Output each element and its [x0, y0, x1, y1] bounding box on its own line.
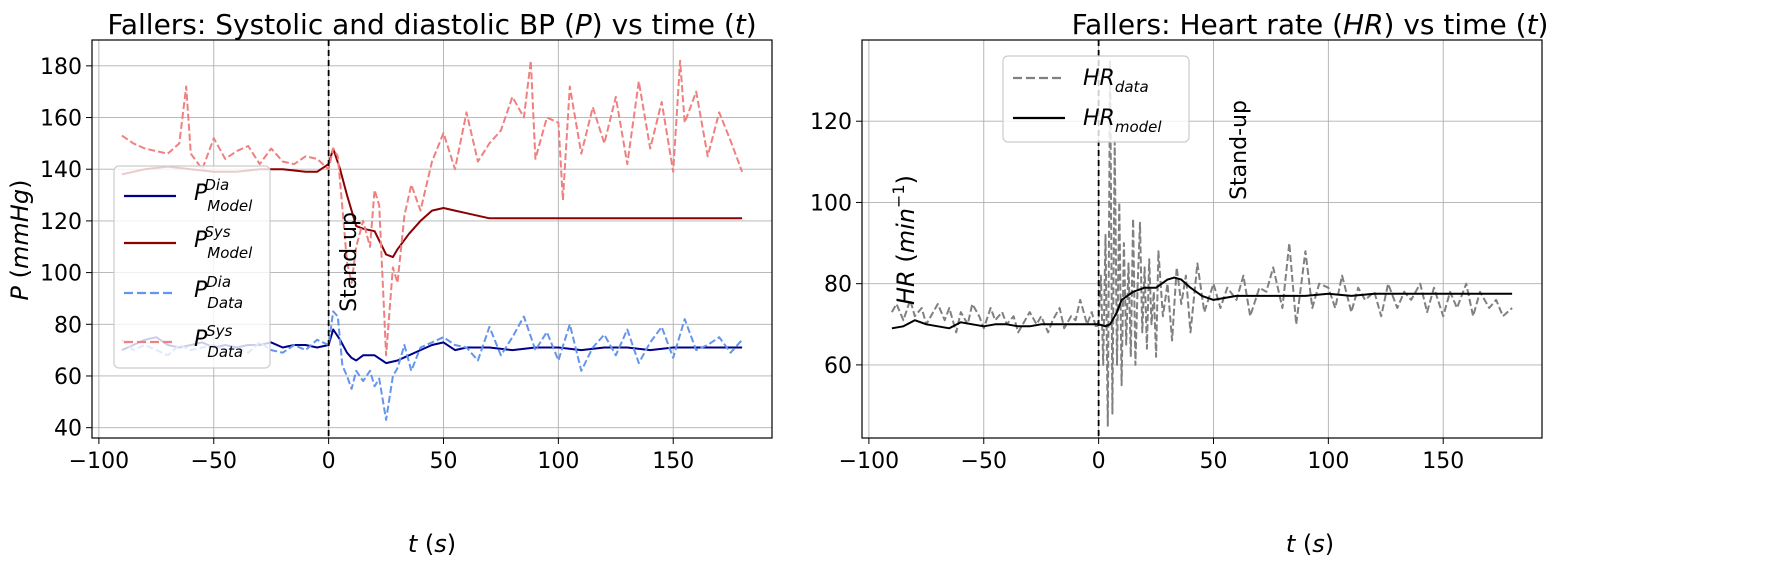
x-tick-label: 100 [1307, 449, 1349, 474]
y-tick-label: 100 [40, 262, 82, 287]
plot-lines [891, 40, 1513, 438]
stand-up-annotation: Stand-up [1227, 100, 1252, 200]
y-tick-label: 40 [54, 417, 82, 442]
legend-label-pmodel-dia: PModelDia [194, 176, 253, 215]
y-tick-label: 100 [810, 191, 852, 216]
y-tick-label: 180 [40, 55, 82, 80]
x-axis-label: t (s) [408, 530, 456, 558]
x-tick-label: 150 [652, 449, 694, 474]
bp-chart-panel: Fallers: Systolic and diastolic BP (P) v… [6, 8, 773, 558]
x-tick-label: 50 [429, 449, 457, 474]
y-tick-label: 60 [54, 365, 82, 390]
y-tick-label: 120 [810, 110, 852, 135]
y-axis-label: HR (min−1) [889, 175, 920, 305]
stand-up-annotation: Stand-up [337, 212, 362, 312]
y-tick-label: 60 [824, 354, 852, 379]
chart-title: Fallers: Systolic and diastolic BP (P) v… [107, 8, 756, 41]
y-tick-label: 80 [824, 273, 852, 298]
legend: PModelDia PModelSys PDataDia PDataSys [113, 165, 271, 369]
x-axis-label: t (s) [1286, 530, 1334, 558]
grid [862, 40, 1542, 438]
y-tick-label: 160 [40, 107, 82, 132]
y-axis-label: P (mmHg) [6, 180, 34, 301]
series-line-p-data-sys [121, 59, 744, 357]
axis-ticks: −100 −50 0 50 100 150 40 60 80 100 120 140 160 180 [40, 55, 694, 474]
legend: HRdata HRmodel [1002, 55, 1190, 143]
series-line-hr-model [891, 276, 1513, 330]
legend-label-pmodel-sys: PModelSys [194, 223, 253, 262]
legend-label-hr-data: HRdata [1083, 66, 1149, 96]
legend-box [1002, 55, 1190, 143]
x-tick-label: −50 [191, 449, 237, 474]
legend-label-pdata-dia: PDataDia [194, 273, 243, 312]
legend-box [113, 165, 271, 369]
y-tick-label: 140 [40, 158, 82, 183]
x-tick-label: −50 [961, 449, 1007, 474]
x-tick-label: −100 [839, 449, 899, 474]
x-tick-label: 150 [1422, 449, 1464, 474]
plot-frame [91, 39, 773, 439]
chart-title: Fallers: Heart rate (HR) vs time (t) [1072, 8, 1549, 41]
x-tick-label: −100 [69, 449, 129, 474]
axis-ticks: −100 −50 0 50 100 150 60 80 100 120 [810, 110, 1464, 474]
y-tick-label: 120 [40, 210, 82, 235]
legend-label-hr-model: HRmodel [1083, 106, 1162, 136]
x-tick-label: 100 [537, 449, 579, 474]
y-tick-label: 80 [54, 313, 82, 338]
series-line-hr-data [891, 59, 1513, 427]
x-tick-label: 50 [1199, 449, 1227, 474]
x-tick-label: 0 [1092, 449, 1106, 474]
legend-label-pdata-sys: PDataSys [194, 322, 243, 361]
plot-frame [861, 39, 1543, 439]
hr-chart-panel: Fallers: Heart rate (HR) vs time (t) −10… [810, 8, 1548, 558]
x-tick-label: 0 [322, 449, 336, 474]
